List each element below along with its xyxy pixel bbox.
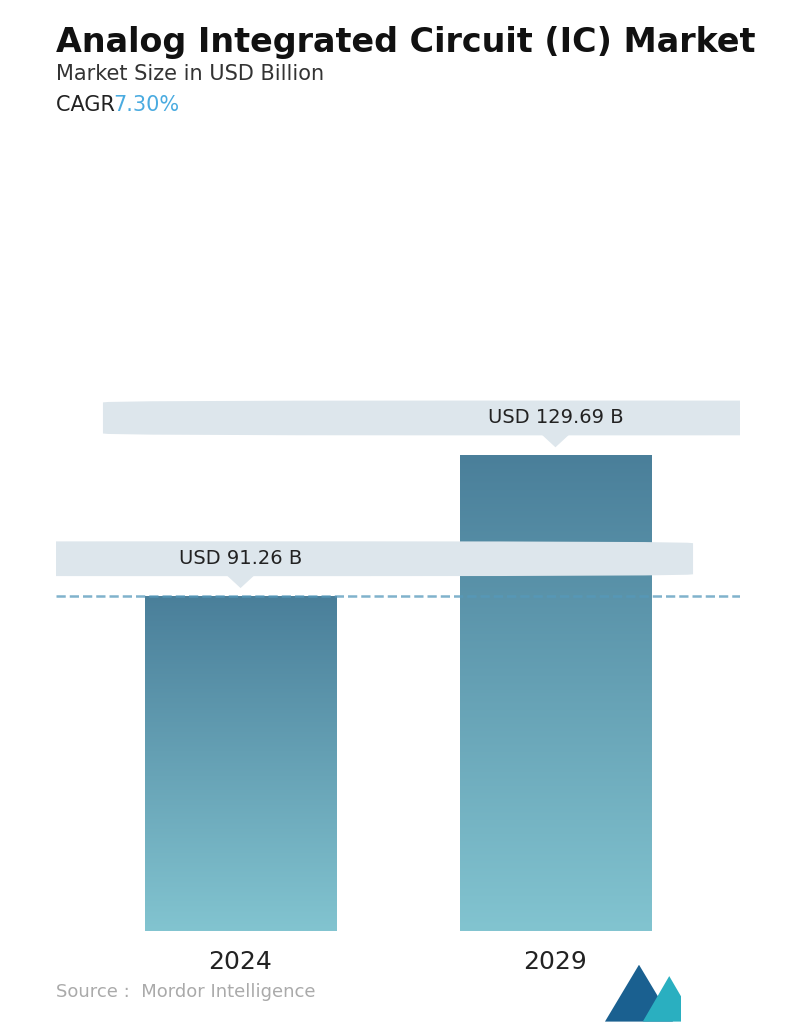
FancyBboxPatch shape (0, 542, 693, 576)
Text: USD 91.26 B: USD 91.26 B (179, 549, 302, 569)
Polygon shape (643, 976, 696, 1022)
Polygon shape (605, 965, 673, 1022)
Text: USD 129.69 B: USD 129.69 B (488, 408, 623, 427)
Text: Market Size in USD Billion: Market Size in USD Billion (56, 64, 324, 84)
Text: Source :  Mordor Intelligence: Source : Mordor Intelligence (56, 983, 315, 1001)
Polygon shape (540, 432, 571, 447)
Text: 7.30%: 7.30% (113, 95, 179, 115)
FancyBboxPatch shape (103, 400, 796, 435)
Text: CAGR: CAGR (56, 95, 128, 115)
Polygon shape (225, 573, 256, 587)
Text: Analog Integrated Circuit (IC) Market: Analog Integrated Circuit (IC) Market (56, 26, 755, 59)
